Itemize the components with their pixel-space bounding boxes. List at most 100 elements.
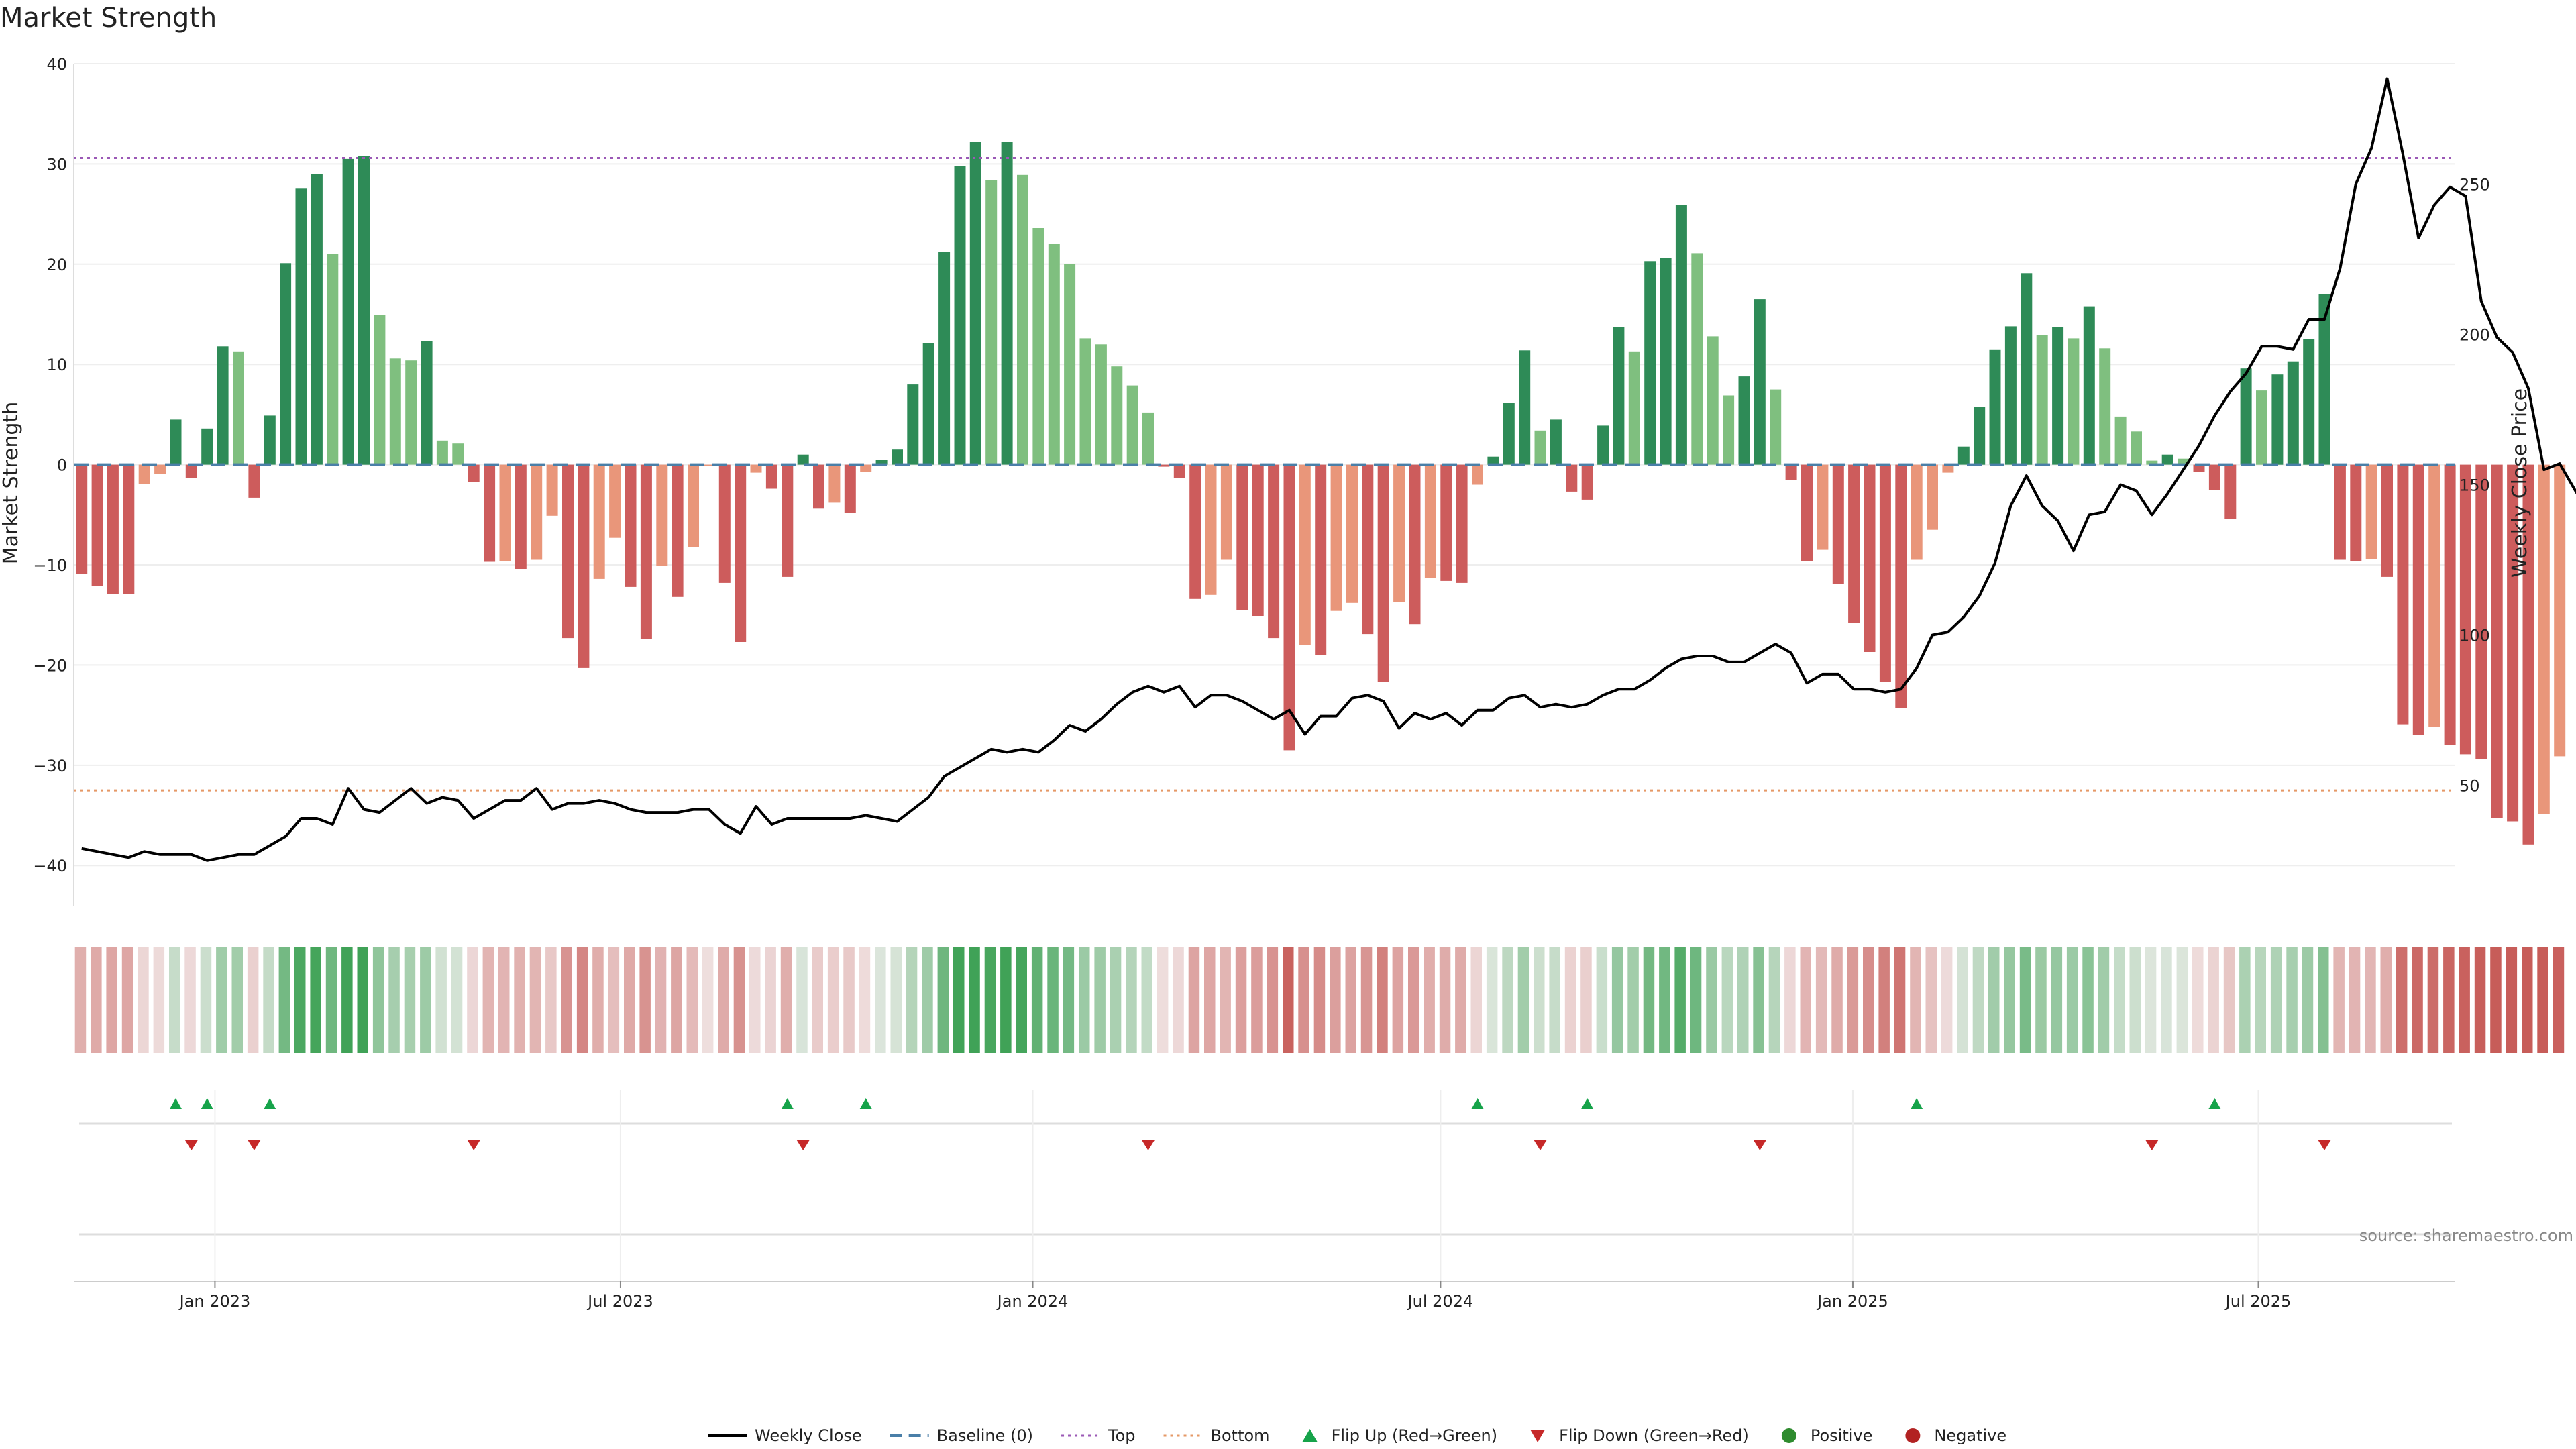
strip-cell <box>843 947 855 1053</box>
strip-cell <box>2474 947 2486 1053</box>
x-axis-ticks: Jan 2023 Jul 2023 Jan 2024 Jul 2024 Jan 2025… <box>178 1090 2292 1311</box>
strip-cell <box>702 947 714 1053</box>
strip-cell <box>216 947 227 1053</box>
strip-cell <box>294 947 306 1053</box>
left-y-tick-label: −40 <box>33 857 67 875</box>
strip-cell <box>1031 947 1043 1053</box>
legend-label: Negative <box>1934 1426 2006 1445</box>
strength-bar <box>1989 349 2001 465</box>
strip-cell <box>2004 947 2015 1053</box>
strip-cell <box>1878 947 1890 1053</box>
strength-bar <box>436 440 448 465</box>
legend-label: Flip Down (Green→Red) <box>1559 1426 1749 1445</box>
strip-cell <box>922 947 933 1053</box>
strip-cell <box>1141 947 1152 1053</box>
strip-cell <box>184 947 196 1053</box>
strength-bar <box>1299 464 1311 645</box>
strip-cell <box>2396 947 2408 1053</box>
flip-up-marker <box>1911 1098 1923 1109</box>
strip-cell <box>890 947 902 1053</box>
strength-bar <box>2381 464 2393 577</box>
flip-down-marker <box>1141 1140 1155 1150</box>
strength-bar <box>1801 464 1813 561</box>
strength-bar <box>452 443 464 465</box>
strength-bar <box>640 464 652 639</box>
strength-bar <box>2303 339 2315 465</box>
strength-bar <box>107 464 119 594</box>
strength-bar <box>248 464 260 498</box>
flip-up-marker <box>2208 1098 2221 1109</box>
strength-bar <box>91 464 103 586</box>
strength-bar <box>1252 464 1264 616</box>
strength-bar <box>2178 458 2190 465</box>
strength-bar <box>1158 464 1170 467</box>
source-credit: source: sharemaestro.com <box>2359 1226 2573 1245</box>
strength-bar <box>1205 464 1217 595</box>
left-y-axis-label: Market Strength <box>0 402 23 564</box>
strip-cell <box>1847 947 1859 1053</box>
strength-bar <box>1911 464 1923 560</box>
x-tick-label: Jul 2023 <box>586 1292 653 1311</box>
strip-cell <box>1063 947 1075 1053</box>
strength-bar <box>468 464 480 482</box>
strip-cell <box>624 947 635 1053</box>
strip-cell <box>1204 947 1216 1053</box>
strip-cell <box>435 947 447 1053</box>
flip-up-marker <box>1581 1098 1594 1109</box>
strength-bar <box>1707 336 1719 465</box>
strength-bar <box>625 464 637 587</box>
strength-bar <box>201 428 213 465</box>
strength-bar <box>170 419 182 465</box>
flip-down-marker <box>2145 1140 2159 1150</box>
legend-label: Weekly Close <box>755 1426 862 1445</box>
strip-cell <box>1173 947 1184 1053</box>
strength-bar <box>1597 425 1609 465</box>
flip-down-marker <box>2318 1140 2332 1150</box>
strength-bar <box>531 464 543 560</box>
strength-bar <box>1268 464 1280 639</box>
strength-bar <box>2224 464 2237 519</box>
strength-bar <box>1644 261 1656 465</box>
strength-bar <box>138 464 150 484</box>
legend-item: Negative <box>1905 1426 2006 1445</box>
strip-cell <box>1768 947 1780 1053</box>
right-y-ticks: 250 200 150 100 50 <box>2459 175 2490 795</box>
left-y-tick-label: −30 <box>33 757 67 775</box>
strip-cell <box>639 947 651 1053</box>
strip-cell <box>733 947 745 1053</box>
strip-cell <box>2208 947 2219 1053</box>
strip-cell <box>404 947 416 1053</box>
strip-cell <box>388 947 400 1053</box>
strength-bar <box>2271 374 2284 465</box>
x-tick-label: Jan 2025 <box>1816 1292 1888 1311</box>
strength-bar <box>828 464 841 503</box>
strength-bar <box>593 464 605 579</box>
strip-cell <box>2318 947 2329 1053</box>
strength-bar <box>1440 464 1452 581</box>
x-tick-label: Jul 2025 <box>2224 1292 2292 1311</box>
strength-bar <box>233 351 244 465</box>
strength-bar <box>922 343 934 465</box>
strip-cell <box>1408 947 1419 1053</box>
strength-bar <box>562 464 574 639</box>
strip-cell <box>655 947 667 1053</box>
left-y-tick-label: 40 <box>46 55 67 74</box>
strength-bar <box>1032 228 1044 465</box>
strip-cell <box>1815 947 1827 1053</box>
strength-bar <box>2538 464 2550 814</box>
strip-cell <box>1721 947 1733 1053</box>
right-y-tick-label: 250 <box>2459 175 2490 194</box>
strength-bar <box>154 464 166 474</box>
strength-bar <box>797 454 809 465</box>
legend-circle-icon <box>1905 1428 1921 1443</box>
strip-cell <box>1126 947 1137 1053</box>
strength-bar <box>2193 464 2205 472</box>
strip-cell <box>1079 947 1090 1053</box>
strength-bar <box>1001 142 1013 465</box>
strip-cell <box>2365 947 2376 1053</box>
strip-cell <box>1016 947 1027 1053</box>
strength-bar <box>1362 464 1374 635</box>
flip-down-marker <box>247 1140 261 1150</box>
strip-cell <box>1706 947 1717 1053</box>
x-tick-label: Jan 2024 <box>996 1292 1069 1311</box>
